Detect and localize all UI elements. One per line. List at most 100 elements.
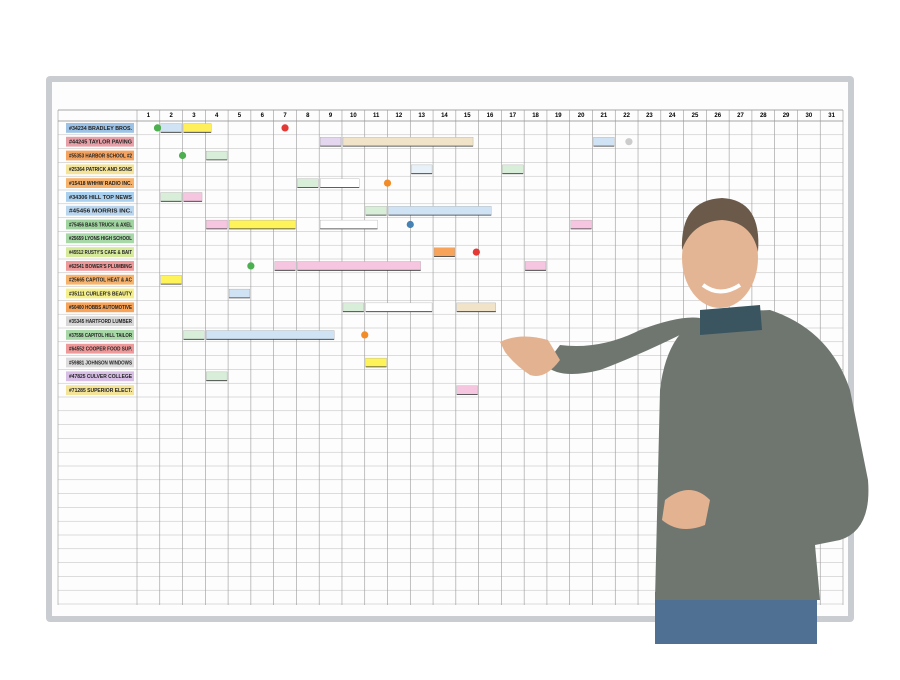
magnet (247, 262, 255, 270)
card (274, 261, 296, 271)
card (206, 219, 228, 230)
job-tag (66, 371, 134, 382)
card (570, 219, 592, 230)
card (365, 206, 387, 216)
card (183, 330, 205, 340)
day-label: 23 (646, 113, 653, 119)
day-label: 16 (487, 113, 494, 119)
day-label: 5 (238, 113, 242, 119)
magnet (383, 179, 392, 187)
job-label: #35111 CURLER'S BEAUTY (69, 291, 132, 297)
magnet (625, 138, 633, 146)
magnet (361, 331, 369, 339)
hand (662, 490, 710, 529)
card (206, 371, 228, 381)
job-label: #35345 HARTFORD LUMBER (69, 319, 132, 325)
job-label: #34306 HILL TOP NEWS (69, 195, 133, 201)
card (320, 219, 378, 230)
job-label: #34234 BRADLEY BROS. (69, 126, 133, 132)
card (228, 219, 296, 230)
day-label: 29 (783, 113, 790, 119)
day-label: 4 (215, 113, 219, 119)
job-tag (66, 385, 134, 395)
card (160, 192, 182, 202)
card (365, 302, 433, 312)
job-label: #45512 RUSTY'S CAFE & BAIT (69, 250, 133, 256)
job-tag (66, 316, 134, 326)
card (320, 137, 342, 147)
man (500, 198, 869, 644)
job-tag (66, 288, 134, 299)
job-label: #47825 CULVER COLLEGE (69, 374, 133, 380)
day-label: 18 (532, 113, 539, 119)
job-tag (66, 261, 134, 271)
job-label: #71285 SUPERIOR ELECT. (69, 388, 133, 394)
magnet (472, 248, 480, 256)
job-label: #64552 COOPER FOOD SUP. (69, 347, 132, 353)
job-label: #25665 CAPITOL HEAT & AC (69, 278, 132, 284)
day-label: 27 (737, 113, 744, 119)
day-label: 20 (578, 113, 585, 119)
job-tag (66, 178, 134, 188)
job-tag (66, 150, 134, 161)
magnet (153, 124, 162, 132)
job-tag (66, 164, 134, 175)
hand (500, 336, 560, 376)
day-label: 26 (714, 113, 721, 119)
card (320, 178, 360, 188)
sweater-arm (545, 317, 700, 374)
job-tag (66, 357, 134, 368)
card (160, 275, 182, 285)
job-label: #75456 BASS TRUCK & AXEL (69, 222, 133, 228)
card (206, 330, 335, 340)
day-label: 30 (805, 113, 812, 119)
day-label: 12 (396, 113, 403, 119)
card (388, 206, 492, 216)
day-label: 17 (509, 113, 516, 119)
job-label: #50400 HOBBS AUTOMOTIVE (69, 305, 132, 311)
magnet (406, 220, 414, 229)
magnet (178, 151, 187, 160)
card (593, 137, 615, 147)
jeans (655, 592, 817, 644)
day-label: 22 (623, 113, 630, 119)
day-label: 25 (692, 113, 699, 119)
card (206, 150, 228, 161)
face (682, 208, 758, 308)
job-label: #45456 MORRIS INC. (69, 209, 133, 215)
job-label: #25659 LYONS HIGH SCHOOL (69, 236, 133, 242)
job-label: #55353 HARBOR SCHOOL #2 (69, 153, 132, 159)
day-label: 8 (306, 113, 310, 119)
job-label: #15418 WHHW RADIO INC. (69, 181, 133, 187)
card (160, 123, 182, 133)
day-label: 1 (147, 113, 151, 119)
card (183, 123, 212, 133)
day-label: 7 (283, 113, 287, 119)
job-tag (66, 233, 134, 244)
day-label: 6 (261, 113, 265, 119)
day-label: 11 (373, 113, 380, 119)
day-label: 10 (350, 113, 357, 119)
job-tag (66, 330, 134, 340)
job-label: #62541 BOWER'S PLUMBING (69, 264, 132, 270)
smile (701, 283, 742, 294)
day-label: 2 (169, 113, 173, 119)
card (297, 261, 421, 271)
job-tag (66, 136, 134, 147)
job-tag (66, 343, 134, 354)
job-tag (66, 247, 134, 257)
magnet (281, 124, 289, 132)
day-label: 19 (555, 113, 562, 119)
job-tag (66, 123, 134, 133)
card (342, 302, 364, 312)
day-label: 9 (329, 113, 333, 119)
card (433, 247, 455, 257)
card (502, 164, 524, 174)
job-tag (66, 274, 134, 285)
hair (681, 198, 759, 252)
day-label: 24 (669, 113, 676, 119)
day-label: 14 (441, 113, 448, 119)
day-label: 3 (192, 113, 196, 119)
